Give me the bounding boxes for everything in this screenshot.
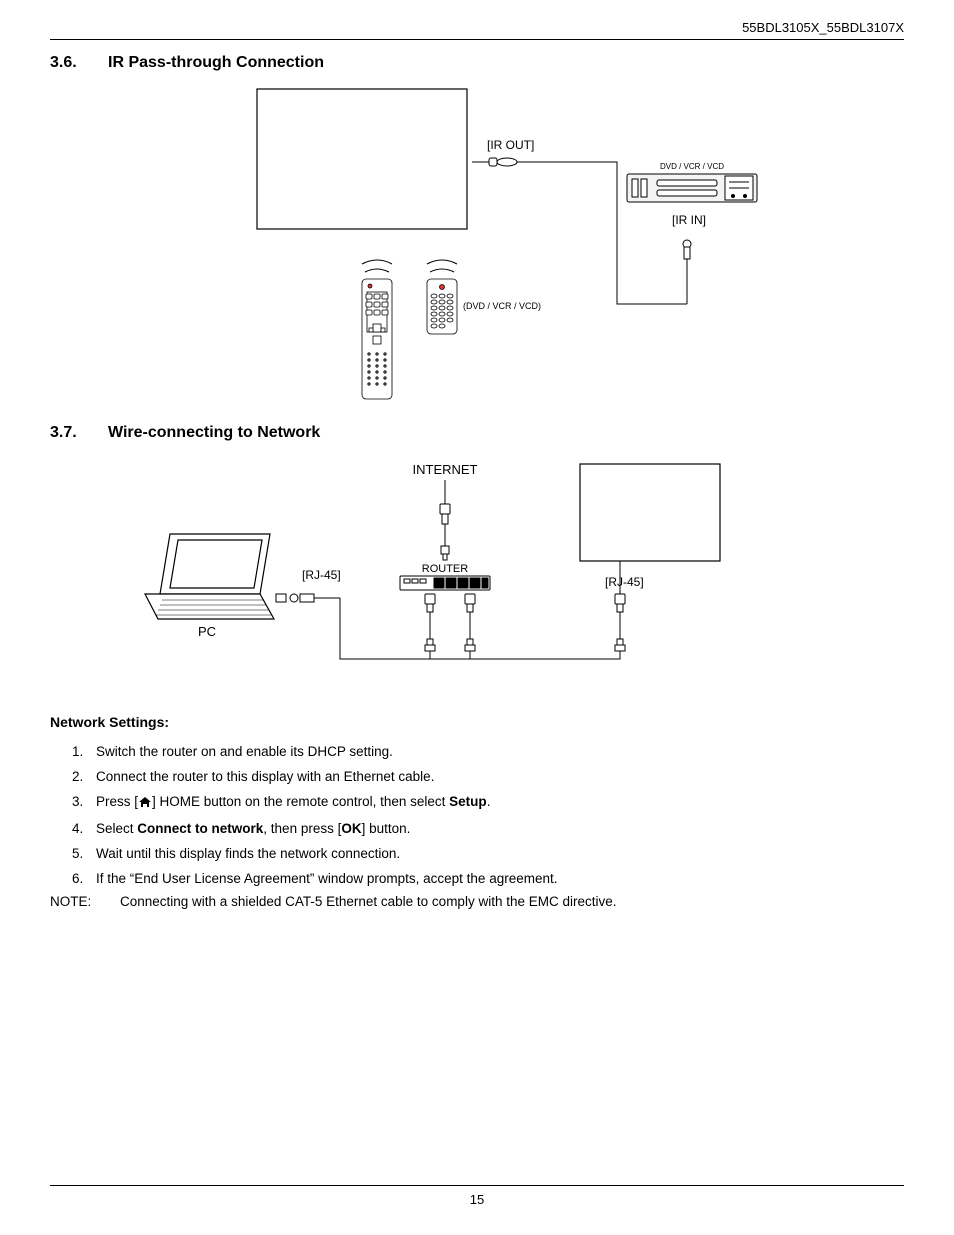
label-rj45-left: [RJ-45] — [302, 568, 341, 582]
step-1: 1.Switch the router on and enable its DH… — [72, 740, 904, 765]
label-pc: PC — [198, 624, 216, 639]
note-label: NOTE: — [50, 894, 120, 909]
note-row: NOTE: Connecting with a shielded CAT-5 E… — [50, 894, 904, 909]
step-6: 6.If the “End User License Agreement” wi… — [72, 867, 904, 892]
section-title-37: Wire-connecting to Network — [108, 424, 320, 442]
note-text: Connecting with a shielded CAT-5 Etherne… — [120, 894, 617, 909]
label-remote2: (DVD / VCR / VCD) — [463, 301, 541, 311]
page-footer: 15 — [50, 1185, 904, 1207]
network-diagram: INTERNET ROUTER — [50, 454, 904, 684]
section-3-7-title: 3.7. Wire-connecting to Network — [50, 424, 904, 442]
network-settings-heading: Network Settings: — [50, 714, 904, 730]
network-settings-steps: 1.Switch the router on and enable its DH… — [50, 740, 904, 892]
step-3: 3. Press [] HOME button on the remote co… — [72, 790, 904, 817]
label-internet: INTERNET — [413, 462, 478, 477]
page-header: 55BDL3105X_55BDL3107X — [50, 20, 904, 40]
step-5: 5.Wait until this display finds the netw… — [72, 842, 904, 867]
home-icon — [138, 792, 152, 817]
label-rj45-right: [RJ-45] — [605, 575, 644, 589]
label-ir-in: [IR IN] — [672, 213, 706, 227]
header-model: 55BDL3105X_55BDL3107X — [742, 20, 904, 35]
section-title-36: IR Pass-through Connection — [108, 54, 324, 72]
section-num-37: 3.7. — [50, 424, 80, 442]
section-num-36: 3.6. — [50, 54, 80, 72]
step-2: 2.Connect the router to this display wit… — [72, 765, 904, 790]
label-ir-out: [IR OUT] — [487, 138, 534, 152]
label-router: ROUTER — [422, 563, 469, 575]
page-number: 15 — [470, 1192, 484, 1207]
ir-passthrough-diagram: [IR OUT] DVD / VCR / VCD — [50, 84, 904, 414]
label-dvd-top: DVD / VCR / VCD — [660, 162, 724, 171]
step-4: 4. Select Connect to network, then press… — [72, 817, 904, 842]
section-3-6-title: 3.6. IR Pass-through Connection — [50, 54, 904, 72]
